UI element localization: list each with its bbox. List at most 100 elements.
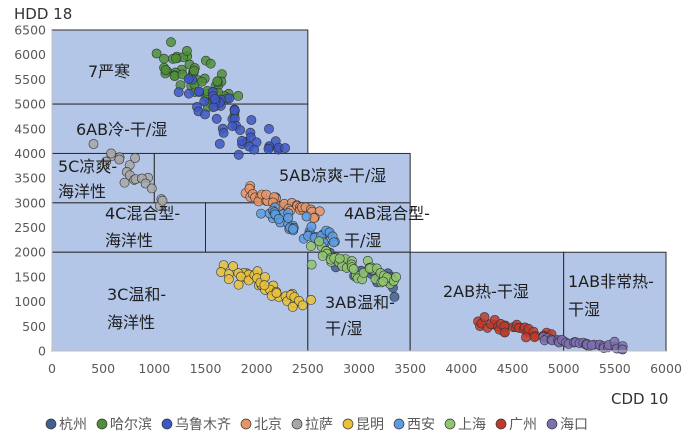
point-series-7 xyxy=(306,259,317,270)
y-tick-label: 3500 xyxy=(14,171,46,186)
x-tick-label: 4000 xyxy=(445,361,477,376)
point-series-2 xyxy=(229,105,240,116)
point-series-7 xyxy=(391,272,401,282)
point-series-7 xyxy=(317,250,328,261)
y-tick-label: 500 xyxy=(22,319,46,334)
point-series-2 xyxy=(173,87,184,98)
point-series-2 xyxy=(183,74,194,84)
y-tick-label: 5500 xyxy=(14,72,46,87)
zone-label-z7: 7严寒 xyxy=(88,62,130,81)
point-series-7 xyxy=(314,236,325,247)
zone-label-z4c: 4C混合型- xyxy=(105,204,180,223)
x-tick-label: 5000 xyxy=(548,361,580,376)
zone-label-z4ab: 4AB混合型- xyxy=(344,204,430,223)
point-series-6 xyxy=(288,223,298,234)
zone-z3c xyxy=(51,251,309,352)
point-series-2 xyxy=(209,94,220,104)
zone-labels: 7严寒 6AB冷-干/湿 5C凉爽- 海洋性 5AB凉爽-干/湿 4C混合型- 海洋性 4AB… xyxy=(58,62,654,338)
point-series-1 xyxy=(166,37,176,48)
point-series-4 xyxy=(88,139,99,149)
axes: 0500100015002000250030003500400045005000… xyxy=(14,23,682,377)
zone-label-z4ab: 干/湿 xyxy=(344,231,381,250)
legend-marker-9 xyxy=(546,418,558,430)
legend-label-5: 昆明 xyxy=(356,417,384,433)
legend-marker-3 xyxy=(240,418,252,430)
legend-label-9: 海口 xyxy=(560,417,588,433)
x-tick-label: 500 xyxy=(91,361,115,376)
y-tick-label: 4500 xyxy=(14,121,46,136)
zone-label-z1ab: 干湿 xyxy=(568,300,600,319)
point-series-7 xyxy=(348,264,359,274)
legend-marker-0 xyxy=(45,418,57,430)
point-series-5 xyxy=(223,274,234,285)
point-series-2 xyxy=(236,135,247,146)
y-tick-label: 6000 xyxy=(14,47,46,62)
data-points xyxy=(88,37,628,355)
point-series-5 xyxy=(271,288,282,298)
y-tick-label: 3000 xyxy=(14,195,46,210)
point-series-6 xyxy=(273,213,284,224)
legend-marker-1 xyxy=(96,418,108,430)
legend-label-0: 杭州 xyxy=(59,417,87,433)
zone-label-z2ab: 2AB热-干湿 xyxy=(443,282,529,301)
zone-label-z5ab: 5AB凉爽-干/湿 xyxy=(279,166,386,185)
zone-z5ab xyxy=(153,152,411,204)
zone-z4c xyxy=(51,202,206,253)
point-series-2 xyxy=(246,115,257,125)
x-tick-label: 0 xyxy=(48,361,56,376)
legend-label-7: 上海 xyxy=(458,417,486,433)
point-series-6 xyxy=(256,208,266,219)
zone-label-z5c: 海洋性 xyxy=(58,182,106,201)
x-tick-label: 3500 xyxy=(394,361,426,376)
legend-marker-6 xyxy=(393,418,405,430)
point-series-8 xyxy=(521,332,531,343)
point-series-2 xyxy=(211,113,222,124)
y-tick-label: 0 xyxy=(38,344,46,359)
point-series-1 xyxy=(151,48,162,59)
point-series-4 xyxy=(146,183,157,194)
point-series-2 xyxy=(193,86,204,97)
point-series-4 xyxy=(106,148,117,159)
point-series-6 xyxy=(306,221,317,232)
point-series-7 xyxy=(306,241,316,252)
point-series-5 xyxy=(260,272,270,282)
point-series-5 xyxy=(259,280,270,291)
point-series-2 xyxy=(249,144,260,155)
point-series-5 xyxy=(306,294,316,305)
zone-label-z3ab: 3AB温和- xyxy=(325,293,395,312)
point-series-6 xyxy=(328,237,339,248)
point-series-2 xyxy=(235,125,245,135)
x-tick-label: 1000 xyxy=(138,361,170,376)
x-tick-label: 2500 xyxy=(292,361,324,376)
x-tick-label: 4500 xyxy=(497,361,529,376)
zone-label-z1ab: 1AB非常热- xyxy=(568,272,654,291)
zone-label-z4c: 海洋性 xyxy=(105,231,153,250)
legend-label-2: 乌鲁木齐 xyxy=(175,417,231,433)
point-series-2 xyxy=(214,138,225,149)
legend-marker-5 xyxy=(342,418,354,430)
point-series-6 xyxy=(283,212,294,223)
point-series-8 xyxy=(479,312,490,322)
point-series-7 xyxy=(378,276,389,287)
legend-label-3: 北京 xyxy=(254,417,282,433)
point-series-5 xyxy=(287,301,298,312)
y-tick-label: 1000 xyxy=(14,294,46,309)
point-series-4 xyxy=(114,154,125,165)
point-series-4 xyxy=(130,153,140,163)
point-series-4 xyxy=(119,177,130,188)
point-series-2 xyxy=(227,121,238,132)
point-series-2 xyxy=(208,102,219,113)
point-series-7 xyxy=(334,253,345,264)
legend-label-1: 哈尔滨 xyxy=(110,417,152,433)
point-series-2 xyxy=(183,88,194,99)
point-series-1 xyxy=(212,76,223,87)
point-series-5 xyxy=(235,271,246,282)
legend-label-4: 拉萨 xyxy=(305,417,333,433)
x-tick-label: 5500 xyxy=(599,361,631,376)
x-tick-label: 6000 xyxy=(650,361,682,376)
point-series-1 xyxy=(181,46,192,56)
point-series-1 xyxy=(170,53,181,64)
zone-label-z3ab: 干/湿 xyxy=(325,319,362,338)
legend-marker-4 xyxy=(291,418,303,430)
point-series-1 xyxy=(233,91,244,101)
